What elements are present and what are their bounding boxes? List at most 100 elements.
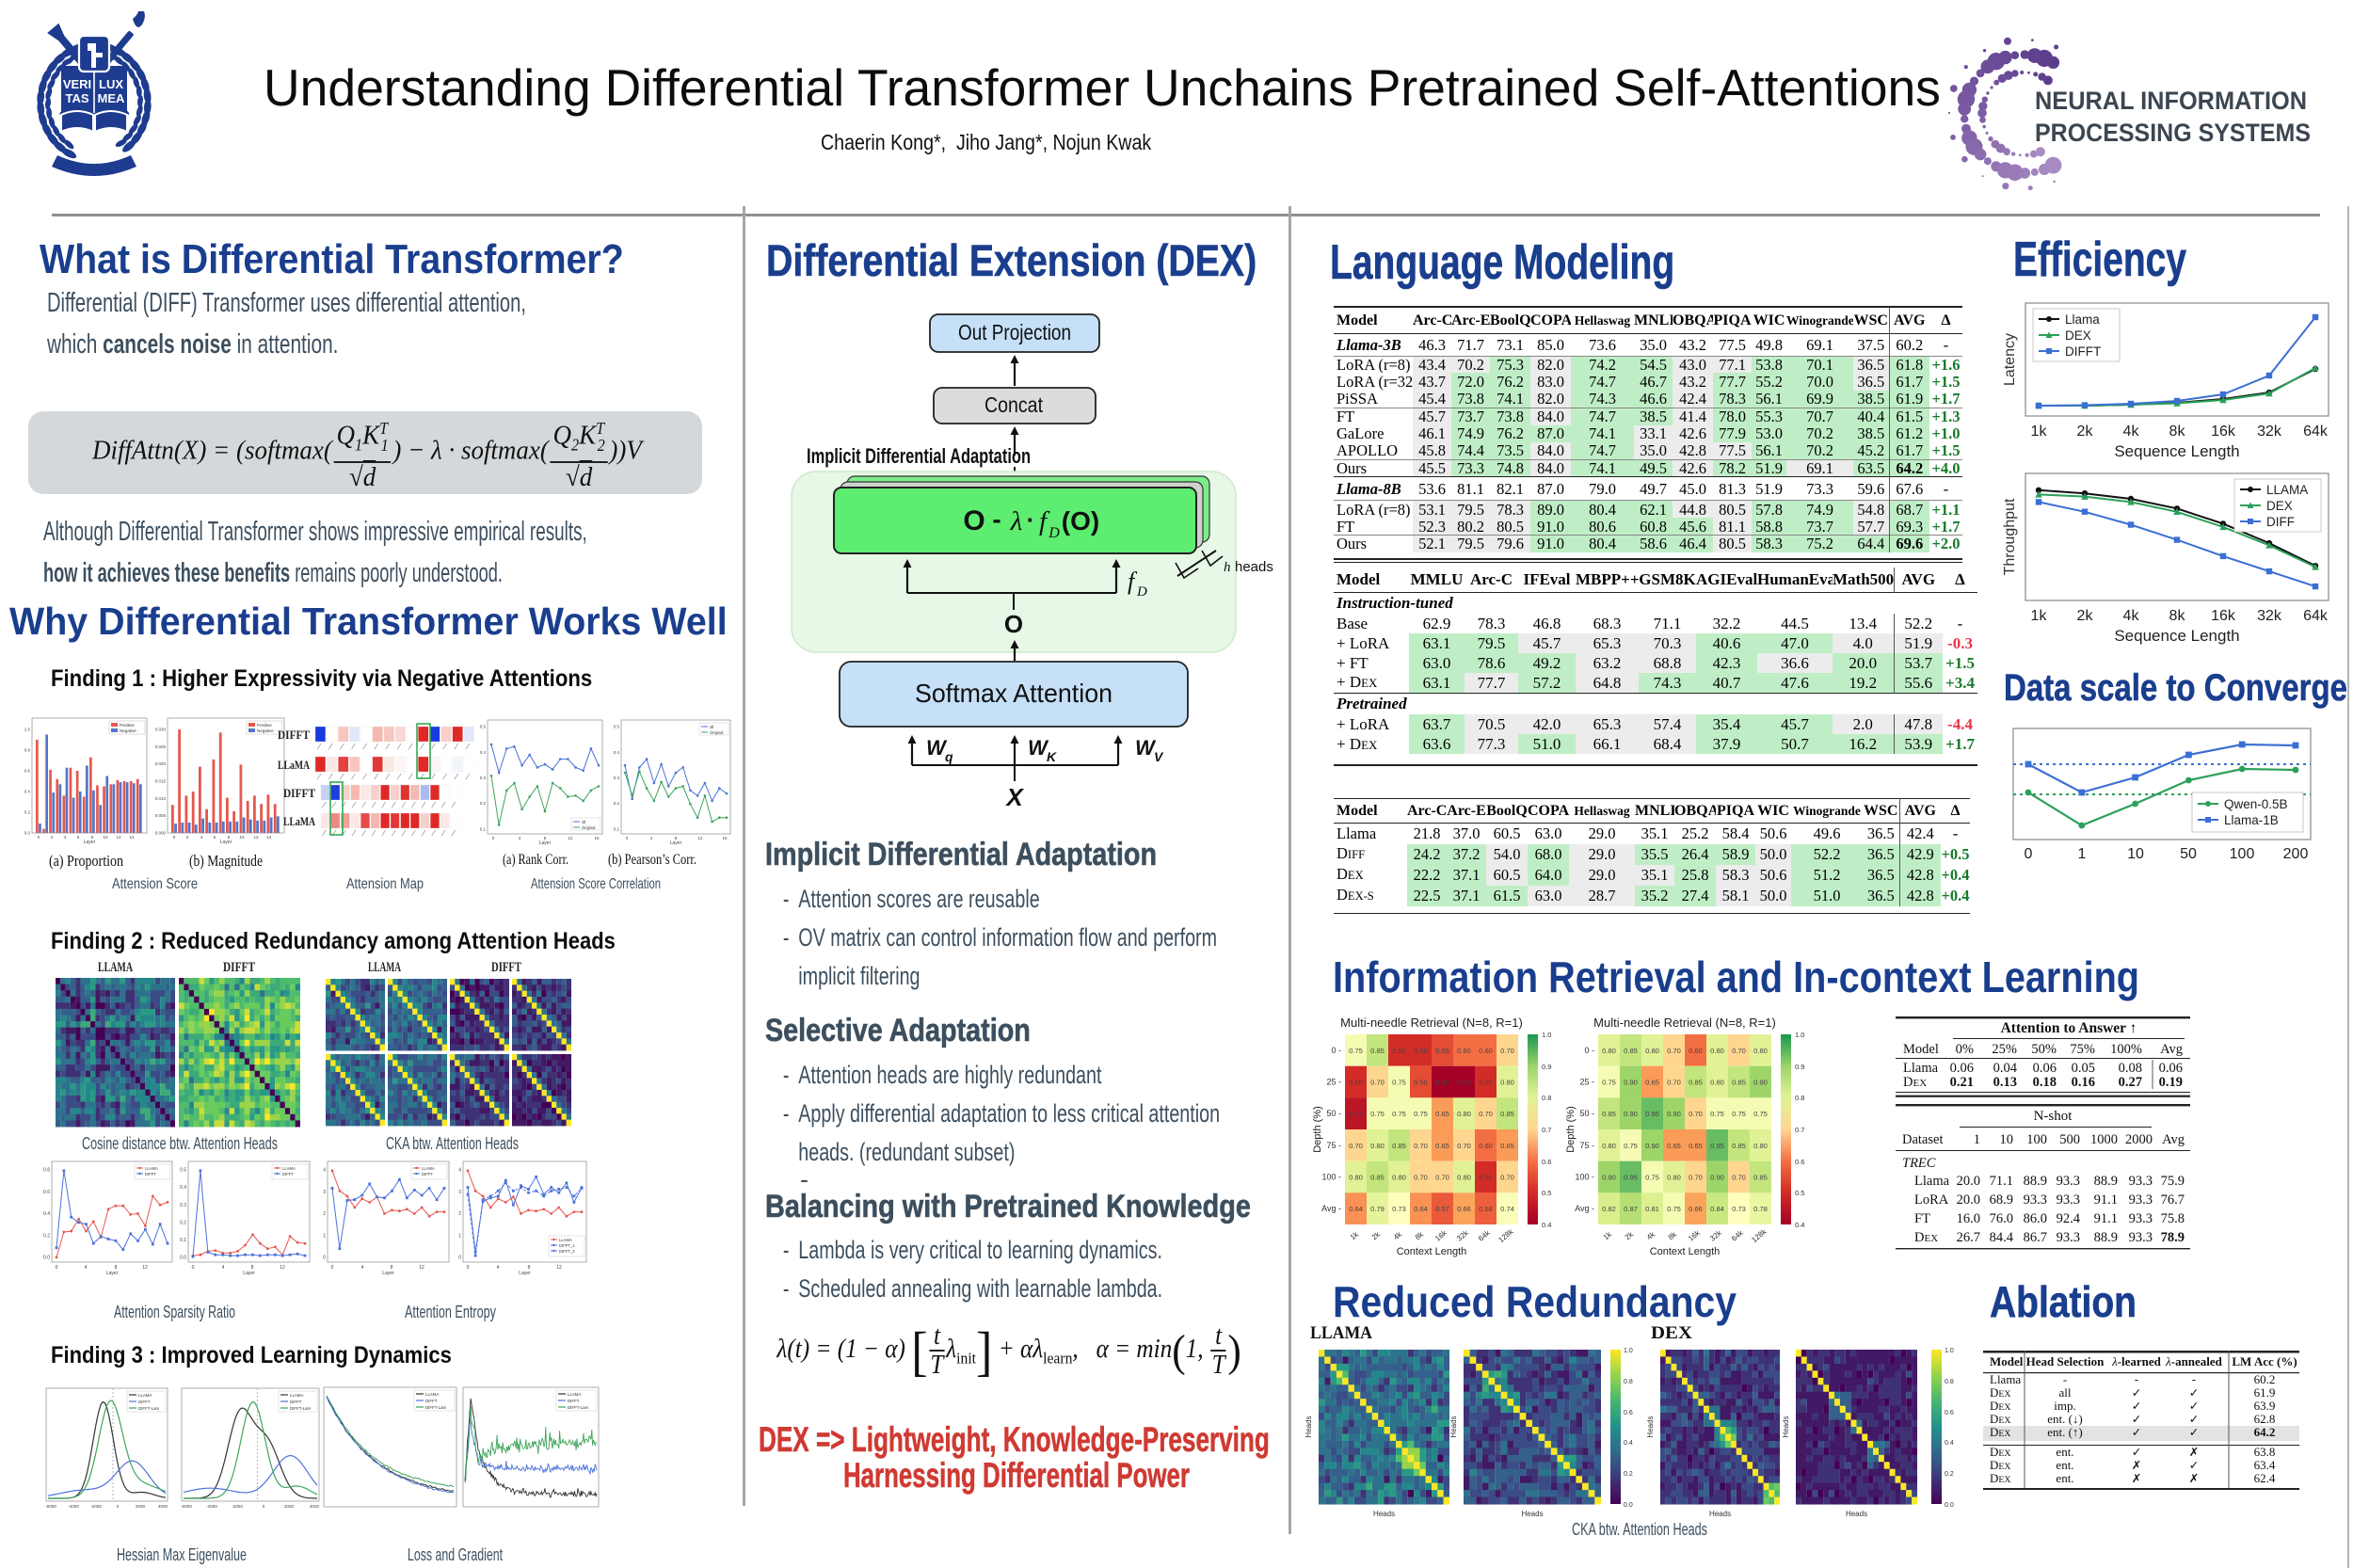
svg-text:8: 8	[251, 1265, 254, 1271]
svg-text:0.2: 0.2	[43, 1233, 50, 1239]
svg-text:8: 8	[115, 1265, 118, 1271]
svg-text:DIFFT: DIFFT	[283, 786, 315, 800]
svg-text:Negative: Negative	[120, 728, 136, 733]
svg-text:DIFFT: DIFFT	[145, 1172, 156, 1176]
svg-text:LLAMA: LLAMA	[368, 960, 401, 975]
svg-text:λ-annealed: λ-annealed	[2165, 1354, 2223, 1368]
svg-text:0: 0	[626, 836, 629, 840]
svg-text:DEX: DEX	[1990, 1458, 2011, 1472]
svg-text:0.015: 0.015	[155, 779, 167, 784]
svg-text:✓: ✓	[2189, 1400, 2199, 1413]
svg-text:12: 12	[697, 836, 703, 840]
svg-text:0: 0	[492, 836, 495, 840]
svg-text:0: 0	[331, 1265, 334, 1271]
svg-text:sft: sft	[710, 725, 714, 729]
svg-text:PROCESSING SYSTEMS: PROCESSING SYSTEMS	[2035, 119, 2311, 147]
svg-text:(b) Pearson’s Corr.: (b) Pearson’s Corr.	[608, 852, 696, 868]
svg-text:(b) Magnitude: (b) Magnitude	[189, 852, 263, 870]
svg-text:Cosine distance btw. Attention: Cosine distance btw. Attention Heads	[82, 1134, 278, 1153]
svg-text:0.5: 0.5	[480, 725, 487, 729]
svg-text:DIFFT: DIFFT	[491, 960, 521, 975]
svg-text:DEX: DEX	[1990, 1385, 2011, 1400]
svg-text:Layer: Layer	[539, 840, 552, 846]
svg-text:14: 14	[266, 835, 272, 840]
svg-text:Original: Original	[582, 825, 595, 830]
svg-text:✗: ✗	[2189, 1446, 2199, 1459]
svg-text:sft: sft	[582, 820, 586, 824]
svg-text:8: 8	[228, 835, 231, 840]
svg-text:0: 0	[192, 1265, 195, 1271]
svg-text:0: 0	[323, 1256, 326, 1261]
svg-text:✓: ✓	[2189, 1426, 2199, 1439]
svg-text:63.8: 63.8	[2254, 1445, 2276, 1459]
svg-text:TAS: TAS	[65, 91, 88, 105]
svg-text:VERI: VERI	[63, 77, 91, 91]
svg-text:Original: Original	[710, 730, 723, 735]
svg-text:0.4: 0.4	[480, 750, 487, 755]
svg-text:0.3: 0.3	[180, 1203, 186, 1208]
svg-text:✗: ✗	[2189, 1472, 2199, 1485]
svg-text:0.0: 0.0	[24, 831, 31, 836]
svg-text:0.8: 0.8	[43, 1168, 50, 1174]
svg-text:0.1: 0.1	[180, 1238, 186, 1243]
svg-text:DEX: DEX	[1990, 1445, 2011, 1459]
svg-text:0.1: 0.1	[480, 827, 487, 832]
svg-text:0: 0	[56, 1265, 58, 1271]
svg-text:DIFFT: DIFFT	[278, 728, 310, 742]
svg-text:61.9: 61.9	[2254, 1385, 2276, 1400]
svg-text:Attension Score: Attension Score	[112, 876, 198, 892]
svg-text:0.4: 0.4	[180, 1185, 186, 1191]
svg-text:DIFFT: DIFFT	[223, 960, 255, 975]
svg-text:4: 4	[650, 836, 653, 840]
svg-text:LLaMA: LLaMA	[278, 758, 310, 772]
svg-text:0.5: 0.5	[614, 725, 620, 729]
svg-text:CKA btw. Attention Heads: CKA btw. Attention Heads	[386, 1134, 519, 1153]
svg-text:0.0: 0.0	[180, 1256, 186, 1261]
svg-text:16: 16	[594, 836, 600, 840]
svg-text:12: 12	[280, 1265, 285, 1271]
svg-text:62.4: 62.4	[2254, 1471, 2276, 1485]
svg-text:4: 4	[519, 836, 521, 840]
svg-text:✓: ✓	[2132, 1413, 2141, 1426]
svg-text:0.4: 0.4	[24, 790, 31, 794]
svg-text:12: 12	[419, 1265, 424, 1271]
svg-text:Model: Model	[1990, 1354, 2024, 1368]
svg-text:0.4: 0.4	[43, 1211, 50, 1217]
svg-text:2: 2	[323, 1211, 326, 1217]
svg-text:-: -	[2135, 1373, 2138, 1386]
svg-text:0.1: 0.1	[614, 827, 620, 832]
svg-text:Attension Map: Attension Map	[346, 876, 424, 892]
svg-text:ent.: ent.	[2056, 1445, 2073, 1459]
svg-text:0.005: 0.005	[155, 813, 167, 818]
svg-text:12: 12	[116, 835, 121, 840]
svg-text:6: 6	[77, 835, 80, 840]
svg-text:✓: ✓	[2132, 1386, 2141, 1400]
svg-text:4: 4	[361, 1265, 364, 1271]
svg-text:✓: ✓	[2132, 1400, 2141, 1413]
svg-text:LLAMA: LLAMA	[282, 1166, 296, 1171]
svg-text:0.010: 0.010	[155, 796, 167, 801]
svg-text:✓: ✓	[2189, 1413, 2199, 1426]
svg-text:2: 2	[51, 835, 54, 840]
svg-text:8: 8	[544, 836, 547, 840]
svg-text:-: -	[2063, 1372, 2067, 1386]
svg-text:63.4: 63.4	[2254, 1458, 2276, 1472]
svg-text:imp.: imp.	[2054, 1399, 2075, 1413]
svg-text:0.4: 0.4	[614, 750, 620, 755]
svg-text:0.3: 0.3	[614, 776, 620, 780]
svg-text:Positive: Positive	[257, 723, 272, 728]
svg-text:60.2: 60.2	[2254, 1372, 2276, 1386]
svg-text:12: 12	[142, 1265, 148, 1271]
svg-text:14: 14	[129, 835, 135, 840]
svg-text:4: 4	[200, 835, 203, 840]
svg-text:Layer: Layer	[84, 840, 96, 845]
svg-text:Negative: Negative	[257, 728, 274, 733]
svg-text:ent.: ent.	[2056, 1458, 2073, 1472]
svg-text:4: 4	[222, 1265, 225, 1271]
svg-text:8: 8	[391, 1265, 393, 1271]
svg-text:LM Acc (%): LM Acc (%)	[2232, 1354, 2297, 1368]
svg-text:(a) Proportion: (a) Proportion	[49, 852, 123, 870]
svg-text:1.0: 1.0	[24, 728, 31, 732]
svg-text:63.9: 63.9	[2254, 1399, 2276, 1413]
svg-text:LLAMA: LLAMA	[98, 960, 133, 975]
